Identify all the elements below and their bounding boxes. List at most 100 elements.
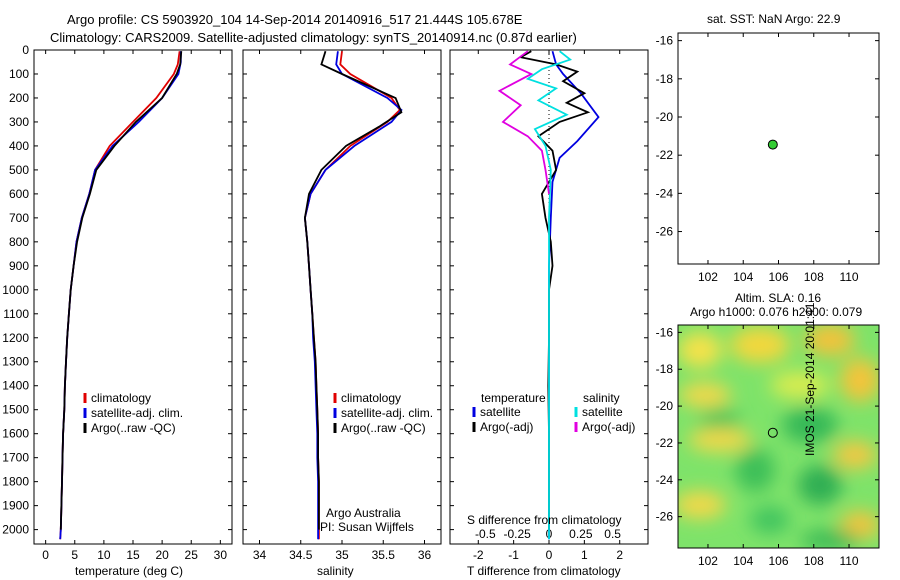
series-line-argo-raw-qc- (303, 50, 403, 530)
x-tick-label: 0 (42, 548, 49, 562)
map-x-tick-label: 110 (839, 554, 858, 568)
x-tick-label: 25 (185, 548, 199, 562)
x-tick-label: -2 (473, 548, 484, 562)
argo-location-marker (767, 427, 778, 438)
x-tick-label: 2 (616, 548, 623, 562)
map-x-tick-label: 102 (698, 270, 718, 284)
x-tick-label: 5 (71, 548, 78, 562)
series-line-s-satellite (525, 50, 573, 540)
s-diff-tick-label: 0.5 (604, 527, 621, 541)
legend-label: satellite-adj. clim. (91, 406, 183, 420)
series-line-climatology (59, 51, 181, 540)
map-y-tick-label: -26 (656, 225, 674, 239)
sst-map-frame (677, 32, 880, 265)
x-tick-label: 15 (126, 548, 140, 562)
map-y-tick-label: -20 (656, 399, 674, 413)
map-y-tick-label: -16 (656, 34, 674, 48)
header-line1: Argo profile: CS 5903920_104 14-Sep-2014… (67, 12, 523, 27)
legend-label: satellite-adj. clim. (341, 406, 433, 420)
depth-tick-label: 1700 (2, 451, 29, 465)
legend-label: Argo(..raw -QC) (91, 421, 176, 435)
x-tick-label: 10 (97, 548, 111, 562)
legend-label: climatology (91, 391, 151, 405)
depth-tick-label: 1000 (2, 283, 29, 297)
x-tick-label: 35 (335, 548, 349, 562)
depth-tick-label: 1900 (2, 499, 29, 513)
map-y-tick-label: -22 (656, 148, 674, 162)
depth-tick-label: 1200 (2, 331, 29, 345)
x-tick-label: -1 (508, 548, 519, 562)
depth-tick-label: 2000 (2, 523, 29, 537)
depth-tick-label: 1400 (2, 379, 29, 393)
legend-label: climatology (341, 391, 401, 405)
depth-tick-label: 800 (9, 235, 29, 249)
map-x-tick-label: 110 (839, 270, 858, 284)
depth-tick-label: 100 (9, 67, 29, 81)
salinity-panel-frame (242, 49, 442, 545)
x-tick-label: 30 (214, 548, 228, 562)
map-y-tick-label: -22 (656, 436, 674, 450)
depth-tick-label: 300 (9, 115, 29, 129)
imos-side-label: IMOS 21-Sep-2014 20:01:41 (803, 302, 817, 456)
depth-tick-label: 500 (9, 163, 29, 177)
argo-annotation-2: PI: Susan Wijffels (320, 520, 414, 534)
map-x-tick-label: 106 (768, 554, 788, 568)
legend-label: Argo(-adj) (480, 420, 533, 434)
legend-title-temperature: temperature (481, 391, 546, 405)
map-x-tick-label: 108 (804, 270, 824, 284)
difference-xlabel: T difference from climatology (467, 564, 621, 578)
header-line2: Climatology: CARS2009. Satellite-adjuste… (50, 30, 577, 45)
argo-annotation-1: Argo Australia (326, 506, 401, 520)
series-line-s-argo-adj- (497, 50, 550, 195)
salinity-xlabel: salinity (317, 564, 354, 578)
depth-tick-label: 1100 (3, 307, 29, 321)
depth-tick-label: 200 (9, 91, 29, 105)
legend-label: Argo(..raw -QC) (341, 421, 426, 435)
depth-tick-label: 700 (9, 211, 29, 225)
series-line-argo-raw-qc- (59, 51, 183, 530)
series-line-satellite-adj-clim- (59, 51, 182, 540)
x-tick-label: 36 (418, 548, 432, 562)
series-line-satellite-adj-clim- (303, 51, 403, 540)
map-x-tick-label: 104 (733, 554, 753, 568)
map-y-tick-label: -18 (656, 362, 674, 376)
sla-map-title-1: Altim. SLA: 0.16 (735, 291, 822, 305)
x-tick-label: 34 (253, 548, 267, 562)
sst-map-title: sat. SST: NaN Argo: 22.9 (707, 12, 841, 26)
s-diff-tick-label: -0.5 (475, 527, 496, 541)
map-y-tick-label: -24 (656, 473, 674, 487)
map-x-tick-label: 106 (768, 270, 788, 284)
argo-location-marker (767, 139, 778, 150)
x-tick-label: 20 (155, 548, 169, 562)
map-y-tick-label: -26 (656, 510, 674, 524)
map-x-tick-label: 104 (733, 270, 753, 284)
legend-label: satellite (582, 405, 623, 419)
depth-tick-label: 1600 (2, 427, 29, 441)
s-diff-tick-label: -0.25 (503, 527, 531, 541)
x-tick-label: 35.5 (372, 548, 396, 562)
x-tick-label: 0 (546, 548, 553, 562)
depth-tick-label: 1300 (2, 355, 29, 369)
x-tick-label: 34.5 (289, 548, 313, 562)
sla-map-title-2: Argo h1000: 0.076 h2000: 0.079 (690, 305, 863, 319)
legend-label: satellite (480, 405, 521, 419)
map-x-tick-label: 108 (804, 554, 824, 568)
depth-tick-label: 400 (9, 139, 29, 153)
depth-tick-label: 600 (9, 187, 29, 201)
s-diff-tick-label: 0.25 (569, 527, 593, 541)
legend-title-salinity: salinity (583, 391, 620, 405)
legend-label: Argo(-adj) (582, 420, 635, 434)
depth-tick-label: 1500 (2, 403, 29, 417)
difference-top-label: S difference from climatology (467, 513, 622, 527)
depth-tick-label: 1800 (2, 475, 29, 489)
series-line-t-argo-adj- (518, 50, 591, 530)
x-tick-label: 1 (581, 548, 588, 562)
map-x-tick-label: 102 (698, 554, 718, 568)
map-y-tick-label: -16 (656, 325, 674, 339)
temperature-xlabel: temperature (deg C) (75, 564, 184, 578)
map-y-tick-label: -18 (656, 72, 674, 86)
map-y-tick-label: -20 (656, 110, 674, 124)
map-y-tick-label: -24 (656, 186, 674, 200)
sla-heatmap (678, 325, 879, 548)
